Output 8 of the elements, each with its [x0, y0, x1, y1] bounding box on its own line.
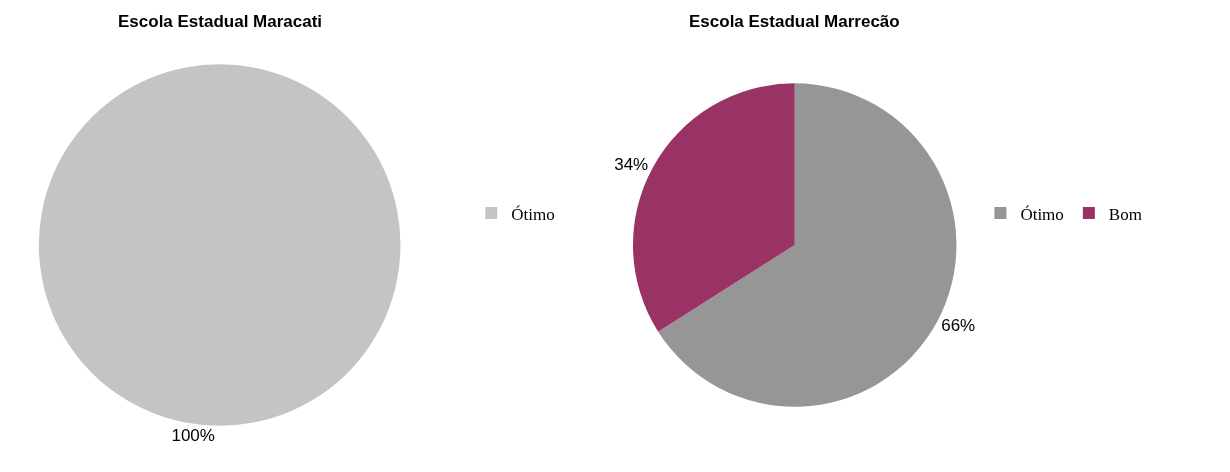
- legend-label: Bom: [1108, 204, 1142, 224]
- data-label: 100%: [171, 425, 215, 445]
- chart-title: Escola Estadual Marrecão: [689, 12, 900, 31]
- chart-title: Escola Estadual Maracati: [118, 12, 323, 31]
- legend-label: Ótimo: [1020, 204, 1064, 224]
- legend-label: Ótimo: [511, 204, 555, 224]
- data-label: 34%: [614, 155, 649, 175]
- data-label: 66%: [941, 315, 976, 335]
